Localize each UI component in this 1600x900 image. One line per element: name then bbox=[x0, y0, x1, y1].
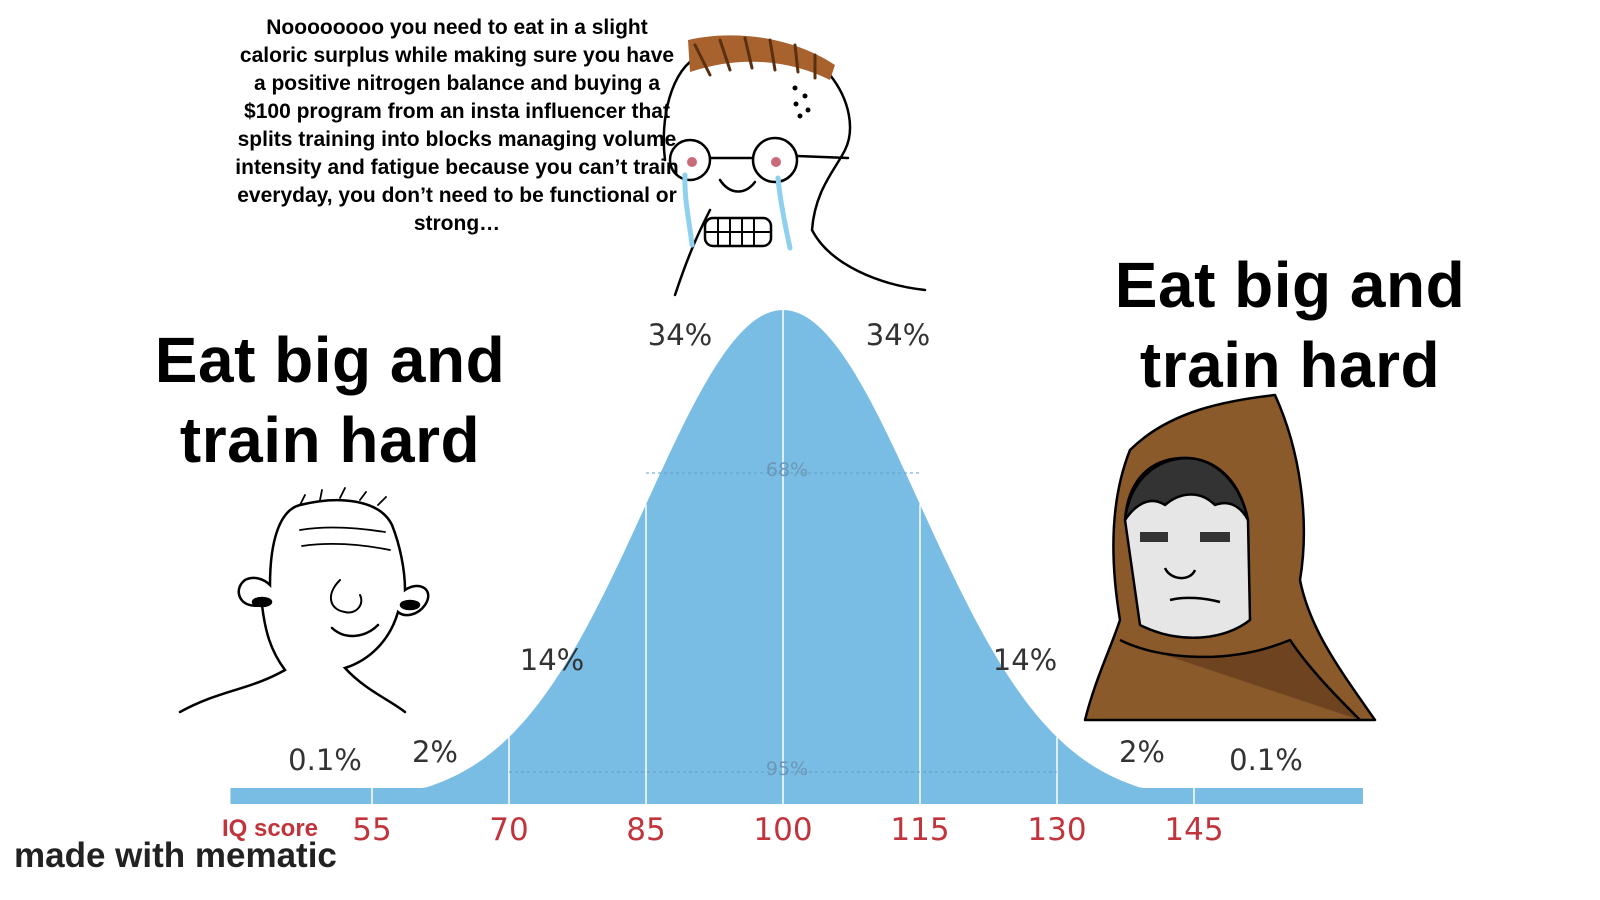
band-percent-label: 34% bbox=[648, 318, 712, 352]
x-tick-label: 145 bbox=[1164, 812, 1223, 848]
mematic-watermark: made with mematic bbox=[14, 836, 337, 875]
band-percent-label: 34% bbox=[866, 318, 930, 352]
inner-percent-label: 68% bbox=[766, 459, 808, 481]
band-percent-label: 14% bbox=[993, 643, 1057, 677]
top-caption: Noooooooo you need to eat in a slight ca… bbox=[235, 16, 679, 235]
left-slogan-line1: Eat big and bbox=[154, 324, 506, 396]
x-tick-label: 130 bbox=[1027, 812, 1086, 848]
band-percent-label: 2% bbox=[1119, 735, 1165, 769]
x-tick-label: 55 bbox=[352, 812, 391, 848]
x-tick-label: 85 bbox=[626, 812, 665, 848]
bell-curve-area bbox=[230, 310, 1363, 804]
left-slogan: Eat big and train hard bbox=[140, 320, 520, 480]
inner-percent-label: 95% bbox=[766, 758, 808, 780]
x-tick-label: 100 bbox=[753, 812, 812, 848]
right-slogan: Eat big and train hard bbox=[1100, 245, 1480, 405]
right-slogan-line2: train hard bbox=[1139, 329, 1441, 401]
band-percent-label: 0.1% bbox=[1229, 743, 1303, 777]
simple-wojak-figure bbox=[178, 487, 430, 714]
band-percent-label: 14% bbox=[520, 643, 584, 677]
left-slogan-line2: train hard bbox=[179, 404, 481, 476]
right-slogan-line1: Eat big and bbox=[1114, 249, 1466, 321]
band-percent-label: 0.1% bbox=[288, 743, 362, 777]
x-axis-label: IQ score bbox=[222, 815, 318, 842]
x-tick-label: 70 bbox=[489, 812, 528, 848]
band-percent-label: 2% bbox=[412, 735, 458, 769]
crying-wojak-figure bbox=[662, 35, 927, 297]
hooded-wojak-figure bbox=[1083, 393, 1377, 722]
x-tick-label: 115 bbox=[890, 812, 949, 848]
